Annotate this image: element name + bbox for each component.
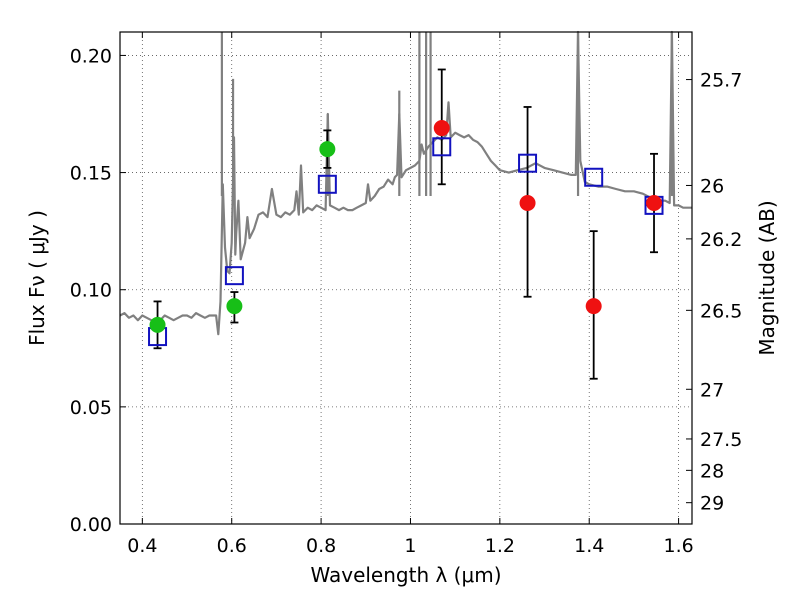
right-y-tick-label: 27 [700, 379, 724, 401]
y-tick-label: 0.05 [70, 397, 112, 419]
right-y-tick-label: 27.5 [700, 429, 742, 451]
green-observed-point [319, 141, 336, 158]
right-y-tick-label: 28 [700, 460, 724, 482]
red-observed-point [519, 195, 536, 212]
green-observed-point [226, 298, 243, 315]
model-spectrum-line [119, 30, 692, 336]
x-tick-label: 0.4 [127, 535, 157, 557]
grid-lines [120, 32, 692, 525]
x-tick-label: 0.8 [306, 535, 336, 557]
right-y-tick-label: 29 [700, 493, 724, 515]
model-photometry-square [584, 167, 604, 187]
y-axis-title: Flux Fν ( μJy ) [25, 210, 49, 346]
x-axis-title: Wavelength λ (μm) [310, 563, 501, 587]
right-y-tick-label: 25.7 [700, 70, 742, 92]
x-tick-label: 0.6 [217, 535, 247, 557]
right-y-tick-label: 26.2 [700, 229, 742, 251]
plot-frame [119, 31, 693, 525]
right-y-tick-label: 26 [700, 175, 724, 197]
axis-ticks [120, 32, 692, 525]
x-tick-label: 1.4 [574, 535, 604, 557]
x-tick-label: 1 [404, 535, 416, 557]
green-observed-point [149, 316, 166, 333]
model-spectrum-layer [119, 30, 692, 336]
model-photometry-square [224, 266, 244, 286]
x-tick-label: 1.2 [485, 535, 515, 557]
red-observed-point [646, 195, 663, 212]
observed-points-layer [149, 120, 663, 333]
y-tick-label: 0.10 [70, 280, 112, 302]
right-y-axis-title: Magnitude (AB) [755, 200, 779, 355]
tick-labels: 0.4 0.6 0.8 1 1.2 1.4 1.6 0.00 0.05 0.10 0.15 0.20 2… [70, 45, 743, 557]
red-observed-point [585, 298, 602, 315]
red-observed-point [433, 120, 450, 137]
y-tick-label: 0.20 [70, 45, 112, 67]
right-y-tick-label: 26.5 [700, 300, 742, 322]
error-bars-layer [153, 68, 659, 380]
y-tick-label: 0.15 [70, 163, 112, 185]
x-tick-label: 1.6 [663, 535, 693, 557]
model-photometry-square [317, 174, 337, 194]
model-photometry-square [518, 153, 538, 173]
model-photometry-square [432, 137, 452, 157]
y-tick-label: 0.00 [70, 514, 112, 536]
